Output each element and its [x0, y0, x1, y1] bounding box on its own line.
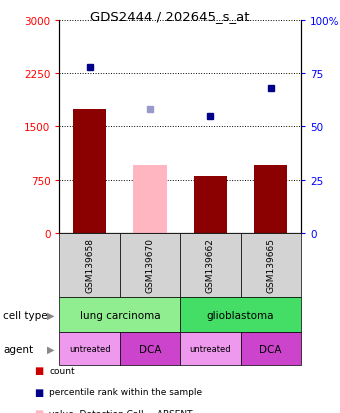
Text: GDS2444 / 202645_s_at: GDS2444 / 202645_s_at	[90, 10, 250, 23]
Text: count: count	[49, 366, 75, 375]
Text: ▶: ▶	[47, 344, 55, 354]
Text: agent: agent	[3, 344, 34, 354]
Text: GSM139670: GSM139670	[146, 238, 154, 293]
Text: untreated: untreated	[190, 344, 231, 354]
Text: ■: ■	[34, 408, 44, 413]
Text: GSM139658: GSM139658	[85, 238, 94, 293]
Bar	[194, 177, 227, 233]
Text: DCA: DCA	[139, 344, 161, 354]
Text: ■: ■	[34, 366, 44, 375]
Bar	[73, 109, 106, 233]
Text: untreated: untreated	[69, 344, 110, 354]
Text: GSM139665: GSM139665	[266, 238, 275, 293]
Text: glioblastoma: glioblastoma	[207, 310, 274, 320]
Text: value, Detection Call = ABSENT: value, Detection Call = ABSENT	[49, 409, 193, 413]
Text: DCA: DCA	[259, 344, 282, 354]
Text: ▶: ▶	[47, 310, 55, 320]
Bar	[254, 166, 287, 233]
Text: cell type: cell type	[3, 310, 48, 320]
Bar	[133, 166, 167, 233]
Text: ■: ■	[34, 387, 44, 397]
Text: lung carcinoma: lung carcinoma	[80, 310, 160, 320]
Text: percentile rank within the sample: percentile rank within the sample	[49, 387, 202, 396]
Text: GSM139662: GSM139662	[206, 238, 215, 293]
